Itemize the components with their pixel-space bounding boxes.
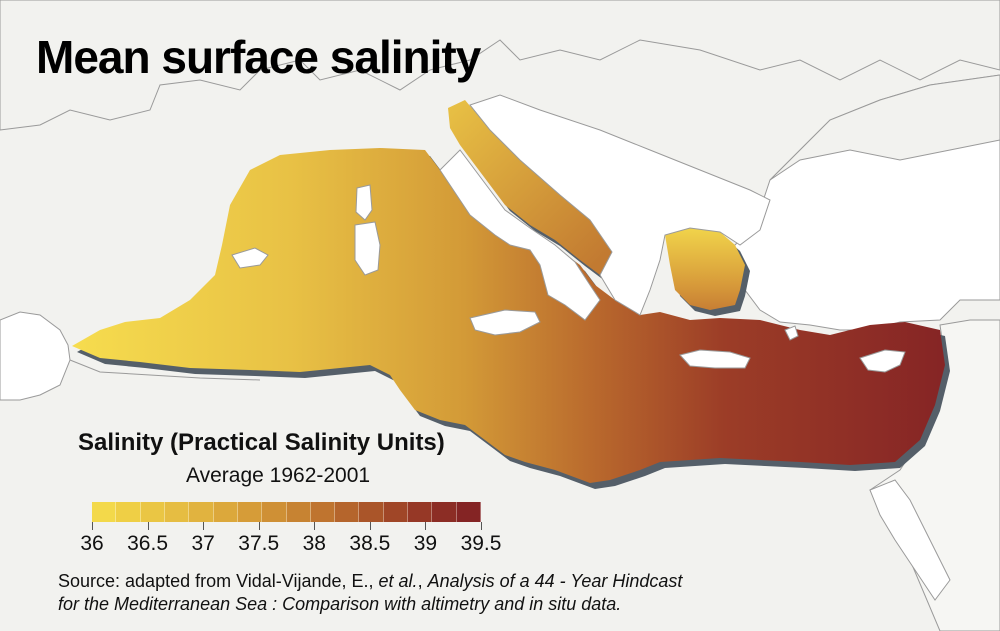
legend-swatch: [383, 502, 409, 522]
legend-swatch: [432, 502, 457, 522]
legend-tick-label: 37: [191, 532, 215, 555]
legend-swatch: [213, 502, 238, 522]
legend-tick-label: 36.5: [127, 532, 168, 555]
legend-title: Salinity (Practical Salinity Units): [78, 429, 445, 456]
legend-tick: [92, 522, 93, 530]
legend-swatch: [335, 502, 360, 522]
legend-tick: [425, 522, 427, 530]
island-crete: [679, 349, 751, 369]
legend-tick-label: 38: [302, 532, 326, 555]
legend-swatch: [310, 502, 336, 522]
source-etal: et al.: [378, 571, 418, 591]
island-balearic: [231, 247, 269, 269]
legend-tick-label: 36: [80, 532, 104, 555]
land-black-sea-coast: [769, 74, 1000, 181]
adriatic-sea: [448, 100, 612, 275]
africa-coastline: [69, 359, 261, 381]
legend-tick-label: 37.5: [238, 532, 280, 555]
legend-tick: [258, 522, 260, 530]
source-note: Source: adapted from Vidal-Vijande, E., …: [58, 570, 682, 616]
legend-swatch: [140, 502, 165, 522]
land-balkans: [469, 94, 771, 316]
source-sep: ,: [417, 571, 428, 591]
legend-tick: [481, 522, 482, 530]
legend-tick: [203, 522, 205, 530]
legend-swatch: [164, 502, 190, 522]
legend-tick: [314, 522, 316, 530]
legend-swatch: [408, 502, 433, 522]
legend-color-bar: [92, 502, 481, 522]
map-title: Mean surface salinity: [36, 31, 481, 83]
legend-tick: [369, 522, 371, 530]
source-title-line2: for the Mediterranean Sea : Comparison w…: [58, 594, 622, 614]
legend-swatch: [116, 502, 141, 522]
legend-swatch: [92, 502, 117, 522]
legend-ticks: [92, 522, 482, 530]
source-prefix: Source: adapted from Vidal-Vijande, E.,: [58, 571, 379, 591]
island-sardinia: [354, 221, 381, 276]
legend-tick-label: 39: [413, 532, 438, 555]
island-corsica: [355, 184, 373, 221]
land-sinai: [869, 479, 951, 601]
legend-subtitle: Average 1962-2001: [186, 464, 371, 487]
aegean-sea: [665, 228, 745, 310]
legend-swatch: [286, 502, 311, 522]
legend-swatch: [189, 502, 214, 522]
legend-tick: [147, 522, 149, 530]
legend-swatch: [237, 502, 263, 522]
island-sicily: [469, 309, 541, 336]
island-cyprus: [859, 349, 906, 373]
source-title-line1: Analysis of a 44 - Year Hindcast: [427, 571, 683, 591]
legend-swatch: [456, 502, 481, 522]
legend-tick-label: 38.5: [349, 532, 391, 555]
islands: [231, 184, 906, 373]
land-iberia: [0, 311, 71, 401]
legend-swatch: [359, 502, 384, 522]
legend-swatch: [262, 502, 287, 522]
land-italy: [439, 149, 601, 321]
land-europe-north: [0, 0, 1000, 131]
island-rhodes: [784, 325, 799, 341]
legend-tick-label: 39.5: [460, 532, 502, 555]
